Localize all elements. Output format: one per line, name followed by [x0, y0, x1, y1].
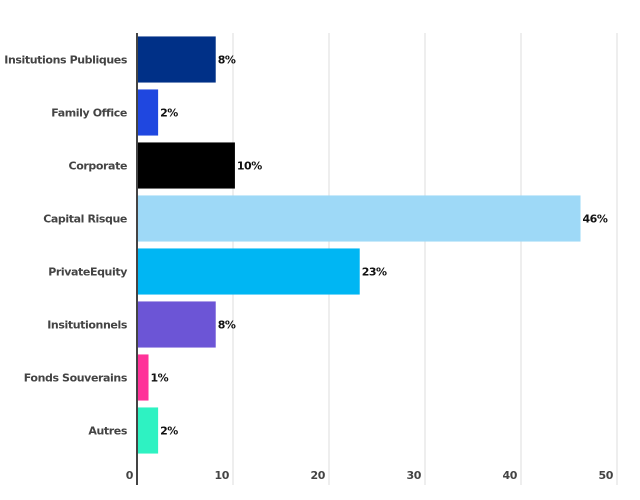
data-label: 2%: [160, 425, 178, 438]
data-label: 8%: [218, 319, 236, 332]
data-label: 10%: [237, 160, 262, 173]
grid-lines: [232, 33, 618, 485]
data-label: 1%: [151, 372, 169, 385]
category-label: Autres: [88, 425, 127, 438]
category-label: Fonds Souverains: [24, 372, 128, 385]
bars: [137, 36, 581, 454]
x-tick-label: 0: [126, 469, 134, 482]
bar: [137, 354, 149, 401]
x-tick-label: 10: [214, 469, 229, 482]
category-label: Insitutionnels: [47, 319, 128, 332]
bar: [137, 195, 581, 242]
x-tick-label: 40: [502, 469, 517, 482]
category-labels: Insitutions Publiques Family Office Corpor…: [4, 54, 128, 438]
x-tick-label: 50: [598, 469, 613, 482]
bar: [137, 89, 159, 136]
bar: [137, 407, 159, 454]
data-label: 23%: [362, 266, 387, 279]
category-label: Insitutions Publiques: [4, 54, 128, 67]
bar: [137, 248, 360, 295]
data-label: 2%: [160, 107, 178, 120]
x-tick-label: 20: [310, 469, 325, 482]
data-label: 46%: [583, 213, 608, 226]
category-label: PrivateEquity: [48, 266, 127, 279]
bar: [137, 36, 216, 83]
category-label: Corporate: [69, 160, 127, 173]
data-labels: 8% 2% 10% 46% 23% 8% 1% 2%: [151, 54, 609, 438]
bar: [137, 142, 235, 189]
category-label: Family Office: [51, 107, 127, 120]
x-axis-ticks: 0 10 20 30 40 50: [126, 469, 614, 482]
data-label: 8%: [218, 54, 236, 67]
x-tick-label: 30: [406, 469, 421, 482]
bar: [137, 301, 216, 348]
category-label: Capital Risque: [43, 213, 127, 226]
